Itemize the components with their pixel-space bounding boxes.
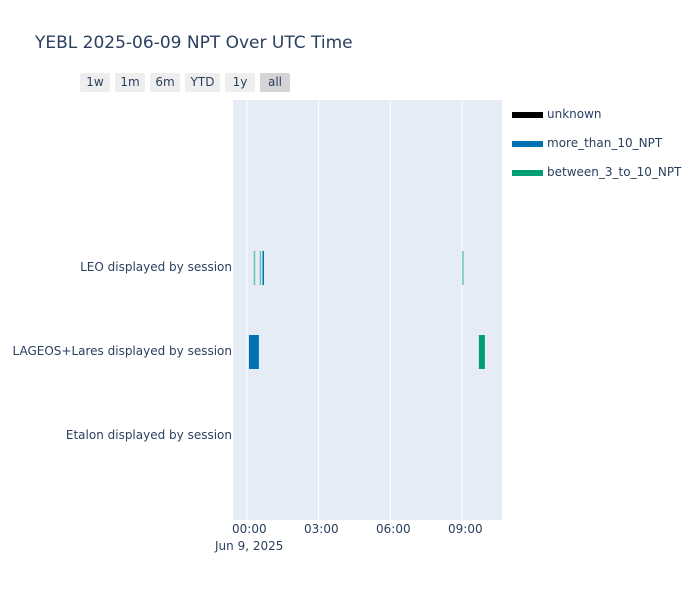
y-tick-label-leo: LEO displayed by session: [80, 260, 232, 274]
range-button-1w[interactable]: 1w: [80, 73, 110, 92]
range-button-all[interactable]: all: [260, 73, 290, 92]
legend-swatch-more-than-10-npt: [512, 141, 543, 147]
legend-item-between-3-to-10-npt[interactable]: between_3_to_10_NPT: [512, 165, 687, 181]
chart-title: YEBL 2025-06-09 NPT Over UTC Time: [35, 33, 353, 53]
range-button-ytd[interactable]: YTD: [185, 73, 220, 92]
range-button-1y[interactable]: 1y: [225, 73, 255, 92]
legend-label-unknown: unknown: [547, 107, 602, 121]
legend-swatch-unknown: [512, 112, 543, 118]
x-tick-date-label: Jun 9, 2025: [215, 539, 284, 553]
x-tick-label-0300: 03:00: [304, 522, 339, 536]
x-tick-label-0900: 09:00: [448, 522, 483, 536]
timeline-bar-0[interactable]: [253, 251, 256, 285]
range-button-6m[interactable]: 6m: [150, 73, 180, 92]
y-tick-label-etalon: Etalon displayed by session: [65, 428, 232, 442]
legend-label-more-than-10-npt: more_than_10_NPT: [547, 136, 663, 150]
legend-item-unknown[interactable]: unknown: [512, 107, 612, 123]
timeline-bar-2[interactable]: [262, 251, 264, 285]
timeline-bar-5[interactable]: [478, 335, 485, 369]
x-tick-label-0000: 00:00: [232, 522, 267, 536]
timeline-bar-3[interactable]: [462, 251, 464, 285]
legend-swatch-between-3-to-10-npt: [512, 170, 543, 176]
y-tick-label-lageos-lares: LAGEOS+Lares displayed by session: [12, 344, 233, 358]
timeline-bar-4[interactable]: [248, 335, 259, 369]
range-button-1m[interactable]: 1m: [115, 73, 145, 92]
legend-label-between-3-to-10-npt: between_3_to_10_NPT: [547, 165, 682, 179]
x-tick-label-0600: 06:00: [376, 522, 411, 536]
timeline-bar-1[interactable]: [259, 251, 262, 285]
legend-item-more-than-10-npt[interactable]: more_than_10_NPT: [512, 136, 672, 152]
plot-area[interactable]: [233, 100, 502, 520]
